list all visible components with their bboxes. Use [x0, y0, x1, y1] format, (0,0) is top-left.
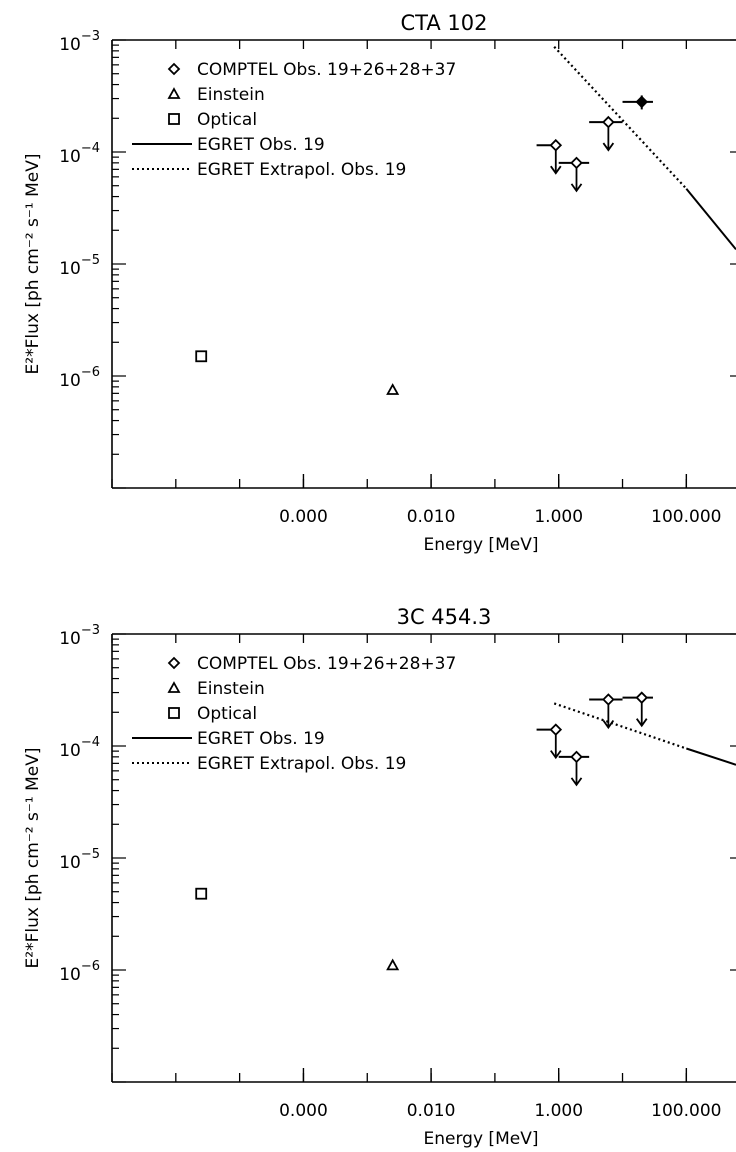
y-tick-label: 10−3 [59, 29, 100, 55]
x-tick-label: 1.000 [534, 1101, 583, 1121]
chart-panel-2: 3C 454.3 0.000 0.010 1.000 100.000 Energy [Me… [23, 605, 736, 1149]
egret-extrapolation-line [553, 46, 688, 190]
egret-line [686, 747, 736, 766]
upper-limit-arrowhead [550, 750, 562, 760]
egret-line [685, 188, 736, 251]
x-tick-label: 1.000 [534, 507, 583, 527]
legend-label: EGRET Obs. 19 [197, 135, 325, 155]
x-tick-label: 0.000 [279, 507, 328, 527]
legend-diamond-symbol [167, 62, 181, 76]
plot-area [195, 46, 736, 395]
chart-title: CTA 102 [401, 11, 488, 35]
chart-title: 3C 454.3 [397, 605, 492, 629]
chart-panel-1: CTA 102 0.000 0.010 1.000 100.000 Energy [MeV… [23, 11, 736, 555]
legend-label: EGRET Extrapol. Obs. 19 [197, 160, 406, 180]
upper-limit-arrowhead [602, 142, 615, 152]
y-tick-label: 10−6 [59, 365, 100, 391]
diamond-data-point [602, 115, 615, 129]
y-tick-label: 10−4 [59, 141, 100, 167]
legend-label: Optical [197, 704, 257, 724]
legend-label: COMPTEL Obs. 19+26+28+37 [197, 60, 456, 80]
egret-extrapolation-line [553, 702, 687, 750]
legend: COMPTEL Obs. 19+26+28+37 Einstein Optical E… [132, 60, 456, 180]
y-axis-label: E²*Flux [ph cm⁻² s⁻¹ MeV] [23, 748, 43, 969]
triangle-data-point [386, 383, 400, 395]
legend-triangle-symbol [167, 681, 181, 693]
legend-label: COMPTEL Obs. 19+26+28+37 [197, 654, 456, 674]
y-tick-label: 10−6 [59, 959, 100, 985]
legend-label: EGRET Extrapol. Obs. 19 [197, 754, 406, 774]
upper-limit-arrowhead [636, 718, 648, 728]
diamond-data-point [635, 95, 649, 109]
y-tick-label: 10−4 [59, 735, 100, 761]
diamond-data-point [570, 750, 583, 764]
x-axis-label: Energy [MeV] [424, 1129, 539, 1149]
diamond-data-point [570, 156, 583, 170]
x-tick-label: 0.010 [407, 1101, 456, 1121]
upper-limit-arrowhead [570, 777, 583, 787]
y-axis-label: E²*Flux [ph cm⁻² s⁻¹ MeV] [23, 154, 43, 375]
triangle-data-point [386, 958, 400, 971]
y-tick-label: 10−3 [59, 623, 100, 649]
x-tick-label: 0.000 [279, 1101, 328, 1121]
diamond-data-point [549, 138, 563, 152]
square-data-point [195, 350, 208, 363]
legend-label: EGRET Obs. 19 [197, 729, 325, 749]
diamond-data-point [549, 723, 563, 736]
upper-limit-arrowhead [570, 183, 583, 193]
diamond-data-point [635, 691, 649, 704]
legend-label: Einstein [197, 679, 265, 699]
plot-area [195, 691, 736, 971]
y-tick-label: 10−5 [59, 847, 100, 873]
upper-limit-arrowhead [550, 165, 562, 175]
y-tick-label: 10−5 [59, 253, 100, 279]
square-data-point [195, 887, 208, 900]
legend-square-symbol [168, 113, 180, 125]
legend-triangle-symbol [167, 87, 181, 99]
legend-label: Einstein [197, 85, 265, 105]
legend: COMPTEL Obs. 19+26+28+37 Einstein Optical E… [132, 654, 456, 774]
x-tick-label: 0.010 [407, 507, 456, 527]
legend-square-symbol [168, 707, 180, 719]
x-axis-label: Energy [MeV] [424, 535, 539, 555]
legend-diamond-symbol [167, 656, 181, 670]
diamond-data-point [602, 693, 615, 706]
legend-label: Optical [197, 110, 257, 130]
x-tick-label: 100.000 [651, 507, 721, 527]
x-tick-label: 100.000 [651, 1101, 721, 1121]
